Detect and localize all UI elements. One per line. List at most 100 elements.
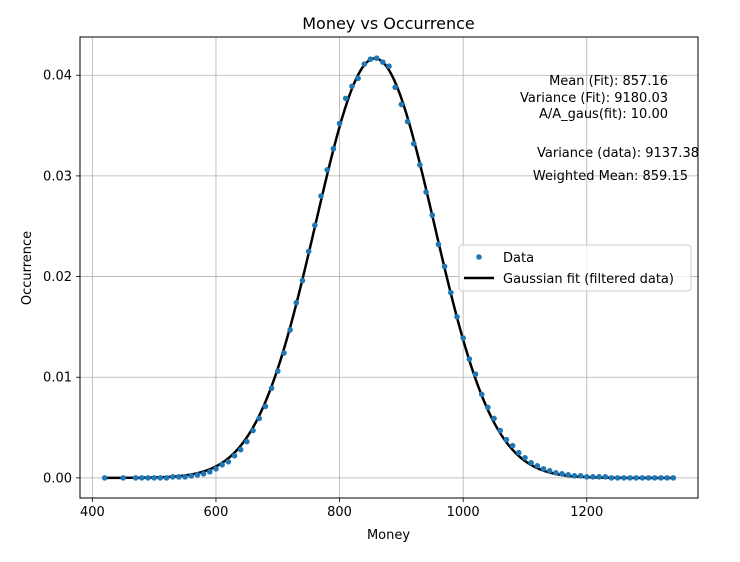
data-point	[528, 459, 534, 466]
data-point	[188, 473, 195, 479]
data-point	[213, 466, 219, 472]
data-point	[658, 475, 664, 481]
data-point	[336, 120, 343, 127]
data-point	[250, 427, 256, 434]
data-point	[268, 385, 275, 392]
chart-title: Money vs Occurrence	[302, 14, 475, 33]
data-point	[515, 449, 522, 456]
x-tick-label: 1200	[570, 505, 603, 520]
data-point	[200, 471, 207, 477]
data-point	[349, 83, 355, 90]
data-point	[423, 189, 429, 195]
data-point	[318, 193, 324, 199]
data-point	[670, 475, 677, 481]
y-axis-ticks: 0.00 0.01 0.02 0.03 0.04	[43, 69, 80, 486]
data-point	[441, 263, 448, 270]
data-point	[386, 63, 392, 69]
legend: Data Gaussian fit (filtered data)	[458, 244, 692, 292]
data-point	[169, 474, 176, 480]
data-point	[380, 59, 386, 65]
data-point	[256, 415, 263, 422]
annotation-amplitude-ratio: A/A_gaus(fit): 10.00	[539, 107, 668, 122]
data-point	[565, 472, 572, 478]
data-point	[163, 475, 170, 481]
y-tick-label: 0.02	[43, 270, 72, 285]
data-point	[373, 55, 380, 61]
data-point	[472, 371, 479, 377]
data-point	[176, 474, 182, 480]
annotation-weighted-mean: Weighted Mean: 859.15	[533, 169, 688, 184]
data-point	[509, 442, 516, 449]
data-point	[466, 356, 473, 362]
data-point	[633, 475, 639, 481]
data-point	[448, 289, 454, 296]
data-point	[497, 427, 504, 434]
data-point	[559, 471, 565, 477]
data-point	[398, 101, 405, 108]
y-tick-label: 0.00	[43, 471, 72, 486]
data-point	[522, 454, 528, 461]
data-point	[429, 212, 436, 218]
x-axis-ticks: 400 600 800 1000 1200	[80, 498, 603, 520]
data-point	[237, 446, 244, 453]
data-point	[157, 475, 164, 481]
grid-lines	[80, 37, 698, 498]
data-point	[503, 436, 510, 443]
data-point	[101, 475, 108, 481]
data-point	[417, 162, 423, 168]
data-point	[534, 462, 541, 469]
data-point	[546, 468, 553, 474]
data-point	[287, 327, 293, 333]
data-point	[305, 248, 312, 255]
data-point	[367, 56, 374, 62]
data-point	[342, 95, 349, 102]
data-point	[151, 475, 157, 481]
data-point	[219, 461, 225, 468]
data-point	[664, 475, 670, 481]
data-point	[435, 241, 442, 248]
data-point	[274, 368, 281, 374]
data-point	[262, 403, 269, 410]
data-point	[231, 452, 238, 459]
data-point	[145, 475, 151, 481]
x-tick-label: 400	[80, 505, 105, 520]
legend-marker-data	[476, 254, 482, 260]
data-point	[206, 469, 213, 475]
y-axis-label: Occurrence	[20, 231, 35, 305]
x-tick-label: 1000	[447, 505, 480, 520]
annotation-mean-fit: Mean (Fit): 857.16	[549, 74, 668, 89]
data-point	[182, 474, 188, 480]
data-point	[485, 404, 491, 411]
data-point	[194, 472, 201, 478]
data-point	[225, 458, 232, 465]
data-point	[614, 475, 621, 481]
data-points-layer	[101, 55, 677, 481]
x-tick-label: 800	[327, 505, 352, 520]
data-point	[299, 277, 306, 284]
data-point	[571, 473, 578, 479]
data-point	[139, 475, 145, 481]
data-point	[478, 391, 485, 398]
data-point	[281, 350, 287, 356]
data-point	[583, 474, 590, 480]
data-point	[645, 475, 652, 481]
data-point	[293, 299, 300, 306]
data-point	[404, 118, 411, 125]
y-tick-label: 0.04	[43, 69, 72, 84]
data-point	[590, 474, 596, 480]
data-point	[355, 75, 361, 82]
data-point	[627, 475, 633, 481]
data-point	[392, 84, 398, 91]
legend-label-fit: Gaussian fit (filtered data)	[503, 272, 674, 287]
data-point	[491, 415, 497, 422]
legend-box	[458, 244, 692, 292]
data-point	[608, 475, 615, 481]
data-point	[312, 222, 318, 229]
data-point	[577, 473, 584, 479]
data-point	[410, 140, 417, 147]
data-point	[639, 475, 646, 481]
annotation-variance-fit: Variance (Fit): 9180.03	[520, 91, 668, 106]
y-tick-label: 0.01	[43, 371, 72, 386]
data-point	[132, 475, 139, 481]
